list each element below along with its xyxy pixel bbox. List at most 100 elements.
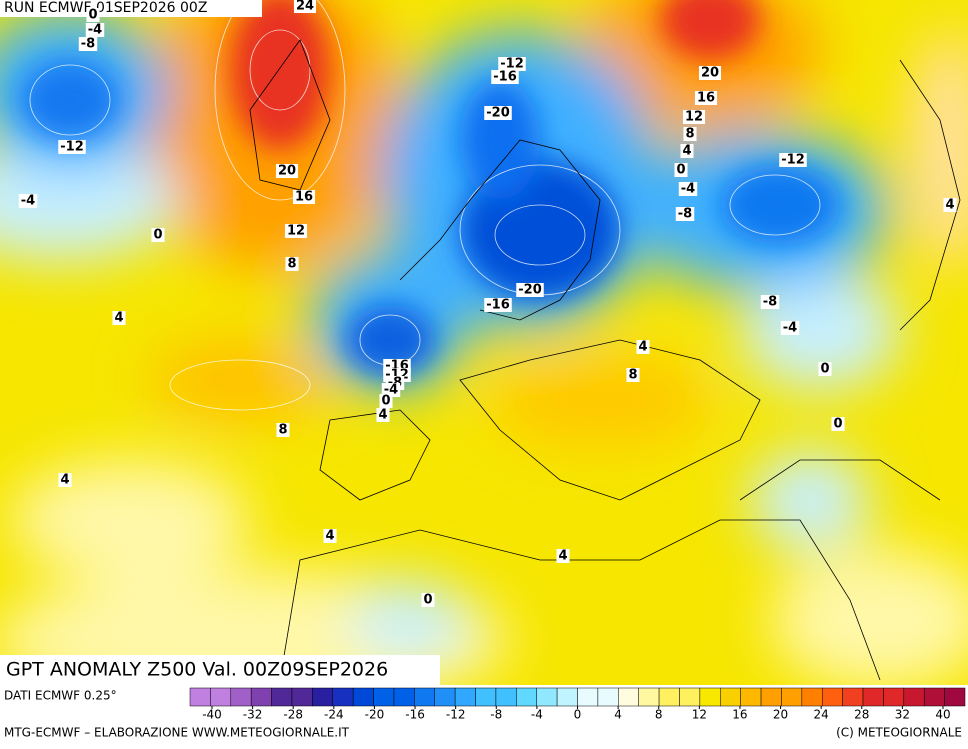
contour-label: 16	[697, 91, 715, 106]
contour-label-box	[943, 198, 957, 212]
colorbar-swatch	[516, 687, 537, 707]
contour-label: 4	[60, 473, 69, 488]
colorbar-swatch	[781, 687, 803, 707]
contour-label-box	[421, 593, 435, 607]
colorbar-swatch	[618, 687, 639, 707]
contour-label-box	[58, 140, 86, 154]
contour-label-box	[682, 110, 706, 124]
contour-label-box	[112, 311, 126, 325]
colorbar-tick-label: -28	[283, 708, 303, 722]
colorbar-swatch	[577, 687, 599, 707]
contour-label: 24	[296, 0, 314, 14]
contour-label-box	[484, 106, 512, 120]
contour-label: -4	[783, 321, 797, 336]
colorbar-swatch	[821, 687, 843, 707]
contour-label-box	[18, 194, 38, 208]
map-title: GPT ANOMALY Z500 Val. 00Z09SEP2026	[6, 659, 388, 681]
colorbar-tick-label: 40	[935, 708, 950, 722]
colorbar-swatch	[271, 687, 293, 707]
contour-label-box	[779, 153, 807, 167]
contour-label-box	[292, 190, 316, 204]
colorbar-tick-label: 4	[614, 708, 622, 722]
colorbar-swatch	[801, 687, 823, 707]
footer-right: (C) METEOGIORNALE	[836, 726, 962, 740]
colorbar-swatch	[679, 687, 701, 707]
colorbar-swatch	[189, 687, 211, 707]
contour-label: -4	[88, 23, 102, 38]
contour-label: -12	[781, 153, 805, 168]
contour-label-box	[831, 417, 845, 431]
contour-label-box	[85, 23, 105, 37]
contour-label-box	[818, 362, 832, 376]
colorbar-swatch	[230, 687, 252, 707]
contour-label-box	[674, 163, 688, 177]
contour-label-box	[381, 383, 401, 397]
colorbar-tick-label: -12	[446, 708, 466, 722]
header-box	[0, 0, 262, 17]
contour-label: 0	[88, 8, 97, 23]
contour-labels: 0-4-824-12-16-20201612840-4-8-12-12-4020…	[18, 0, 957, 608]
colorbar-swatch	[699, 687, 721, 707]
contour-label-box	[78, 37, 98, 51]
contour-label: 4	[114, 311, 123, 326]
contour-label: 4	[682, 144, 691, 159]
colorbar-swatch	[903, 687, 925, 707]
colorbar-tick-label: 32	[895, 708, 910, 722]
contour-label-box	[285, 257, 299, 271]
contour-label: 0	[153, 228, 162, 243]
colorbar-swatch	[720, 687, 741, 707]
colorbar-tick-label: 20	[773, 708, 788, 722]
colorbar-swatch	[862, 687, 884, 707]
colorbar-swatch	[210, 687, 232, 707]
contour-label: 4	[945, 198, 954, 213]
colorbar-swatch	[373, 687, 395, 707]
contour-label-box	[86, 8, 100, 22]
colorbar-swatch	[536, 687, 558, 707]
contour-label-box	[678, 182, 698, 196]
colorbar-swatch	[332, 687, 354, 707]
contour-label: -12	[60, 140, 84, 155]
contour-label: 4	[325, 529, 334, 544]
colorbar-swatch	[658, 687, 680, 707]
footer-left: MTG-ECMWF – ELABORAZIONE WWW.METEOGIORNA…	[4, 726, 350, 740]
run-label: RUN ECMWF 01SEP2026 00Z	[4, 0, 207, 16]
colorbar-swatch	[393, 687, 415, 707]
contour-label: 4	[378, 408, 387, 423]
contour-label: -8	[678, 207, 692, 222]
colorbar-swatch	[556, 687, 578, 707]
contour-label-box	[498, 57, 526, 71]
title-box	[0, 655, 440, 685]
contour-label-box	[293, 0, 317, 13]
colorbar-tick-label: -32	[243, 708, 263, 722]
contour-label: 20	[278, 164, 296, 179]
contour-label: 4	[638, 340, 647, 355]
colorbar-swatch	[944, 687, 966, 707]
contour-label: -20	[518, 283, 542, 298]
contour-label: 8	[685, 127, 694, 142]
contour-label-box	[636, 340, 650, 354]
colorbar-tick-label: 12	[692, 708, 707, 722]
colorbar-swatch	[250, 687, 272, 707]
contour-label-box	[275, 164, 299, 178]
colorbar-tick-label: -4	[531, 708, 543, 722]
contour-label: 16	[295, 190, 313, 205]
contour-label: 8	[628, 368, 637, 383]
contour-label: -8	[81, 37, 95, 52]
contour-label-box	[491, 70, 519, 84]
contour-label-box	[276, 423, 290, 437]
colorbar-tick-label: -24	[324, 708, 344, 722]
colorbar-swatch	[434, 687, 456, 707]
contour-label: 8	[287, 257, 296, 272]
colorbar-swatch	[740, 687, 762, 707]
source-label: DATI ECMWF 0.25°	[4, 689, 117, 703]
contour-label: -4	[21, 194, 35, 209]
colorbar-swatch	[842, 687, 864, 707]
colorbar-tick-label: 16	[732, 708, 747, 722]
colorbar-tick-label: 8	[655, 708, 663, 722]
colorbar-tick-label: -40	[202, 708, 222, 722]
colorbar-swatch	[291, 687, 313, 707]
colorbar-swatch	[414, 687, 435, 707]
contour-label: -4	[681, 182, 695, 197]
contour-label: -16	[493, 70, 517, 85]
